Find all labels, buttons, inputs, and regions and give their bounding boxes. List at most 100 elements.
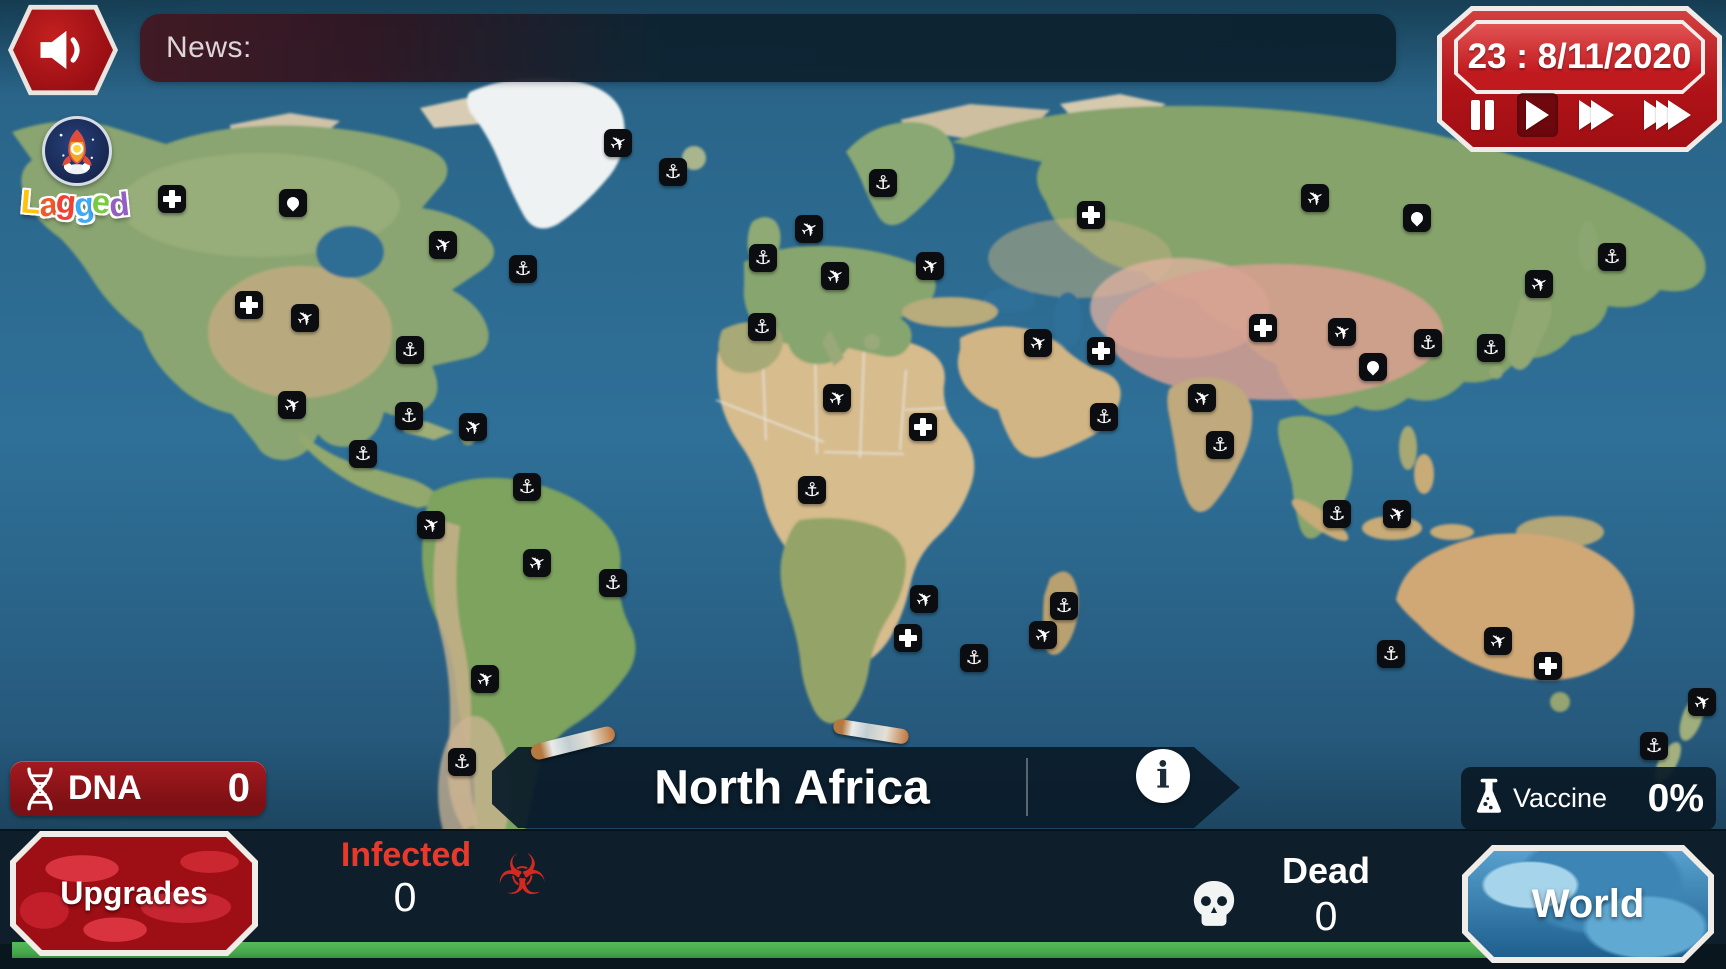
dead-label: Dead: [1281, 850, 1371, 891]
world-button[interactable]: World: [1462, 845, 1714, 963]
marker-plus-icon: [1077, 201, 1105, 229]
region-name: North Africa: [654, 761, 930, 814]
dna-icon: [27, 767, 53, 810]
dna-counter: DNA 0: [10, 761, 266, 816]
marker-anchor-icon: ⚓: [1477, 334, 1505, 362]
marker-anchor-icon: ⚓: [1323, 500, 1351, 528]
play-button[interactable]: [1517, 93, 1558, 137]
news-bar: News:: [140, 14, 1396, 82]
upgrades-label: Upgrades: [60, 875, 208, 911]
marker-plane-icon: ✈: [795, 214, 823, 244]
marker-plane-icon: ✈: [1383, 499, 1411, 529]
pause-button[interactable]: [1459, 93, 1505, 137]
vaccine-progress: Vaccine 0%: [1461, 767, 1716, 830]
infected-label: Infected: [340, 836, 472, 874]
marker-anchor-icon: ⚓: [448, 748, 476, 776]
marker-anchor-icon: ⚓: [513, 473, 541, 501]
marker-plane-icon: ✈: [429, 230, 457, 260]
info-icon: i: [1156, 755, 1170, 797]
marker-anchor-icon: ⚓: [798, 476, 826, 504]
marker-anchor-icon: ⚓: [395, 402, 423, 430]
marker-anchor-icon: ⚓: [1640, 732, 1668, 760]
marker-plus-icon: [1534, 652, 1562, 680]
marker-plane-icon: ✈: [471, 664, 499, 694]
marker-plane-icon: ✈: [1301, 183, 1329, 213]
marker-plane-icon: ✈: [910, 584, 938, 614]
marker-plane-icon: ✈: [1688, 687, 1716, 717]
marker-plane-icon: ✈: [604, 128, 632, 158]
speaker-icon: [40, 30, 80, 70]
flask-icon: [1476, 778, 1502, 813]
lagged-letter: d: [106, 185, 129, 224]
marker-anchor-icon: ⚓: [396, 336, 424, 364]
date-display: 23 : 8/11/2020: [1467, 37, 1692, 76]
marker-drop-icon: [279, 189, 307, 217]
fast-forward-button[interactable]: [1570, 93, 1623, 137]
marker-anchor-icon: ⚓: [659, 158, 687, 186]
marker-plus-icon: [235, 291, 263, 319]
marker-anchor-icon: ⚓: [349, 440, 377, 468]
marker-anchor-icon: ⚓: [1377, 640, 1405, 668]
rocket-icon: [59, 129, 95, 175]
speed-controls: [1442, 89, 1717, 141]
marker-anchor-icon: ⚓: [599, 569, 627, 597]
marker-plane-icon: ✈: [916, 251, 944, 281]
upgrades-button[interactable]: Upgrades: [10, 831, 258, 956]
dna-value: 0: [227, 766, 250, 810]
skull-icon: [1193, 881, 1235, 926]
sound-button-face: [13, 9, 113, 91]
marker-plane-icon: ✈: [1484, 626, 1512, 656]
sound-button[interactable]: [8, 4, 118, 96]
marker-plane-icon: ✈: [1525, 269, 1553, 299]
marker-anchor-icon: ⚓: [1206, 431, 1234, 459]
world-label: World: [1531, 881, 1645, 926]
marker-anchor-icon: ⚓: [1050, 592, 1078, 620]
bottom-stats-bar: [0, 829, 1726, 944]
marker-plane-icon: ✈: [1029, 620, 1057, 650]
vaccine-value: 0%: [1647, 776, 1704, 820]
marker-plane-icon: ✈: [417, 510, 445, 540]
marker-plus-icon: [1249, 314, 1277, 342]
marker-plus-icon: [158, 185, 186, 213]
marker-plane-icon: ✈: [1328, 317, 1356, 347]
progress-bar: [12, 942, 1658, 958]
marker-plane-icon: ✈: [823, 383, 851, 413]
region-bar-divider: [1026, 758, 1028, 816]
marker-anchor-icon: ⚓: [1414, 329, 1442, 357]
marker-anchor-icon: ⚓: [869, 169, 897, 197]
marker-anchor-icon: ⚓: [1090, 403, 1118, 431]
game-clock: 23 : 8/11/2020: [1437, 6, 1722, 152]
marker-drop-icon: [1359, 353, 1387, 381]
marker-plus-icon: [894, 624, 922, 652]
infected-value: 0: [393, 874, 417, 920]
marker-plane-icon: ✈: [1024, 328, 1052, 358]
marker-plus-icon: [1087, 337, 1115, 365]
marker-plus-icon: [909, 413, 937, 441]
dna-label: DNA: [68, 769, 142, 807]
lagged-logo[interactable]: [42, 116, 112, 186]
marker-plane-icon: ✈: [459, 412, 487, 442]
marker-anchor-icon: ⚓: [749, 244, 777, 272]
fastest-speed-button[interactable]: [1635, 93, 1700, 137]
news-label: News:: [166, 31, 252, 64]
lagged-wordmark: Lagged: [6, 182, 142, 224]
marker-anchor-icon: ⚓: [509, 255, 537, 283]
dead-value: 0: [1314, 893, 1338, 939]
marker-plane-icon: ✈: [291, 303, 319, 333]
region-info-button[interactable]: i: [1136, 749, 1190, 803]
vaccine-label: Vaccine: [1513, 783, 1608, 813]
clock-face: 23 : 8/11/2020: [1442, 11, 1717, 147]
date-display-frame: 23 : 8/11/2020: [1454, 20, 1705, 94]
marker-plane-icon: ✈: [1188, 383, 1216, 413]
marker-anchor-icon: ⚓: [960, 644, 988, 672]
marker-plane-icon: ✈: [821, 261, 849, 291]
marker-drop-icon: [1403, 204, 1431, 232]
marker-plane-icon: ✈: [523, 548, 551, 578]
marker-anchor-icon: ⚓: [1598, 243, 1626, 271]
marker-anchor-icon: ⚓: [748, 313, 776, 341]
marker-plane-icon: ✈: [278, 390, 306, 420]
biohazard-icon: ☣: [497, 843, 548, 908]
